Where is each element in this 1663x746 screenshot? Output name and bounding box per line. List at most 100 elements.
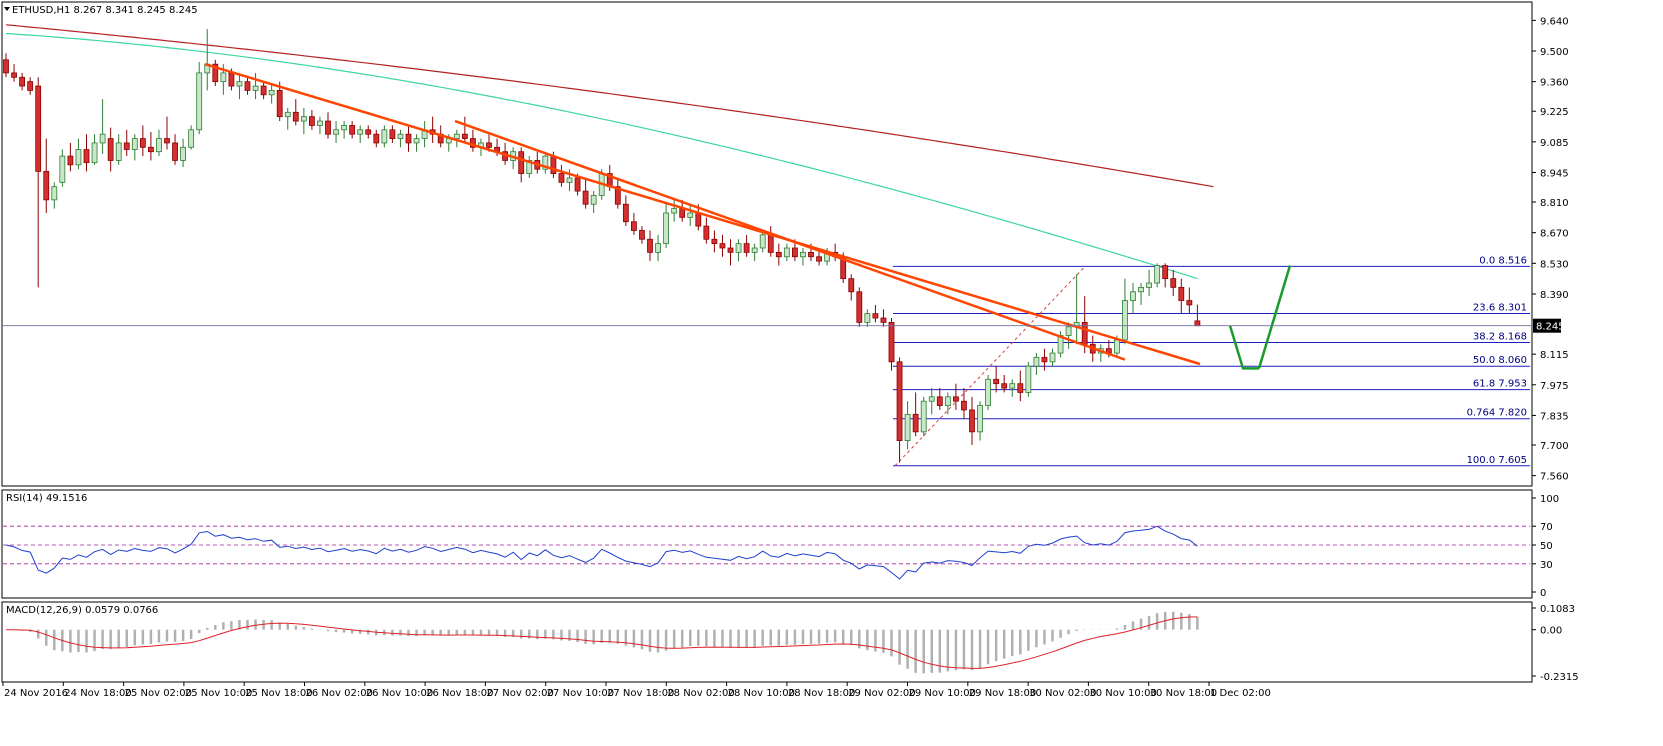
candle-bull (236, 81, 243, 87)
candle-bear (292, 111, 299, 122)
time-tick-label: 24 Nov 2016 (4, 688, 68, 699)
candle-bull (977, 405, 983, 433)
price-tick-label: 7.700 (1540, 441, 1569, 452)
macd-tick-label: -0.2315 (1540, 672, 1579, 683)
fib-level-label: 61.8 7.953 (1473, 379, 1527, 390)
candle-bear (27, 81, 34, 91)
macd-indicator: 0.1083 0.00 -0.2315 (6, 604, 1579, 683)
candle-bear (711, 238, 718, 245)
time-tick-label: 27 Nov 18:00 (607, 688, 674, 699)
fib-anchor-diagonal (894, 266, 1086, 467)
candle-bear (1194, 320, 1201, 327)
candle-bear (1017, 383, 1024, 393)
candle-bull (188, 129, 195, 148)
candle-bull (300, 116, 307, 122)
trendlines[interactable] (204, 62, 1292, 370)
candle-bear (83, 149, 90, 164)
candle-bear (373, 133, 380, 144)
candle-bear (461, 133, 468, 139)
candle-bull (751, 247, 758, 253)
candle-bull (904, 413, 911, 442)
candle-bull (333, 129, 339, 135)
candle-bear (558, 173, 565, 183)
candle-bear (582, 190, 589, 205)
current-price-badge (1533, 318, 1561, 333)
fib-level-label: 0.764 7.820 (1467, 408, 1527, 419)
candle-bull (252, 85, 259, 91)
trendline-upper (204, 62, 1201, 366)
time-tick-label: 26 Nov 10:00 (366, 688, 433, 699)
rsi-tick-label: 70 (1540, 522, 1553, 533)
title-dropdown-icon[interactable] (4, 7, 10, 11)
candle-bear (695, 212, 702, 227)
candle-bull (75, 149, 82, 166)
fibonacci-retracement[interactable]: 0.0 8.516 23.6 8.301 38.2 8.168 50.0 8.060 6… (893, 255, 1530, 467)
candle-bear (11, 72, 17, 78)
candle-bull (284, 111, 291, 118)
candle-bull (51, 186, 58, 201)
trendline-lower (454, 119, 1126, 361)
candle-bear (1041, 357, 1048, 363)
candle-bear (719, 243, 726, 249)
candle-bear (228, 72, 235, 87)
candle-bear (365, 129, 372, 135)
price-axis: 9.640 9.500 9.360 9.225 9.085 8.945 8.810 8.670… (1532, 16, 1569, 483)
rsi-tick-label: 100 (1540, 494, 1559, 505)
rsi-tick-label: 30 (1540, 560, 1553, 571)
candle-bear (1001, 383, 1008, 389)
candlestick-series (3, 29, 1201, 463)
candle-bear (703, 225, 710, 240)
rsi-title: RSI(14) 49.1516 (6, 493, 87, 504)
candle-bull (196, 72, 203, 131)
candle-bear (325, 120, 331, 135)
candle-bull (783, 247, 790, 258)
ma-slow-line (5, 24, 1214, 188)
candle-bull (357, 129, 364, 135)
candle-bear (936, 396, 943, 406)
candle-bear (767, 234, 774, 253)
time-tick-label: 25 Nov 02:00 (125, 688, 192, 699)
candle-bear (816, 256, 822, 262)
fib-level-label: 23.6 8.301 (1473, 302, 1527, 313)
fib-level-label: 0.0 8.516 (1479, 255, 1527, 266)
macd-tick-label: 0.1083 (1540, 604, 1575, 615)
time-tick-label: 26 Nov 18:00 (426, 688, 493, 699)
candle-bear (961, 400, 967, 411)
candle-bear (139, 138, 146, 148)
candle-bear (260, 85, 267, 96)
candle-bear (1162, 265, 1169, 280)
current-price-marker: 8.245 (3, 318, 1565, 333)
time-tick-label: 28 Nov 18:00 (788, 688, 855, 699)
time-tick-label: 25 Nov 18:00 (245, 688, 312, 699)
candle-bull (800, 251, 806, 258)
candle-bear (888, 322, 895, 363)
candle-bull (920, 400, 927, 433)
rsi-pane-frame (1, 489, 1533, 599)
price-tick-label: 8.670 (1540, 229, 1569, 240)
candle-bull (735, 243, 742, 253)
candle-bear (349, 125, 356, 135)
candle-bear (212, 63, 219, 83)
candle-bear (1170, 278, 1177, 288)
candle-bull (1146, 282, 1152, 288)
candle-bull (220, 72, 227, 83)
time-tick-label: 30 Nov 18:00 (1150, 688, 1217, 699)
moving-averages (5, 24, 1214, 280)
time-tick-label: 26 Nov 02:00 (306, 688, 373, 699)
time-tick-label: 29 Nov 02:00 (848, 688, 915, 699)
candle-bear (67, 155, 74, 166)
price-tick-label: 7.560 (1540, 472, 1569, 483)
symbol-title: ETHUSD,H1 8.267 8.341 8.245 8.245 (12, 5, 198, 16)
time-tick-label: 30 Nov 02:00 (1029, 688, 1096, 699)
projection-down (1228, 325, 1259, 370)
time-tick-label: 25 Nov 10:00 (185, 688, 252, 699)
price-tick-label: 9.360 (1540, 78, 1569, 89)
candle-bear (969, 409, 975, 433)
candle-bull (268, 90, 275, 96)
price-tick-label: 9.500 (1540, 47, 1569, 58)
time-tick-label: 24 Nov 18:00 (64, 688, 131, 699)
candle-bear (3, 59, 9, 74)
candle-bear (107, 138, 114, 161)
candle-bear (1186, 300, 1193, 306)
